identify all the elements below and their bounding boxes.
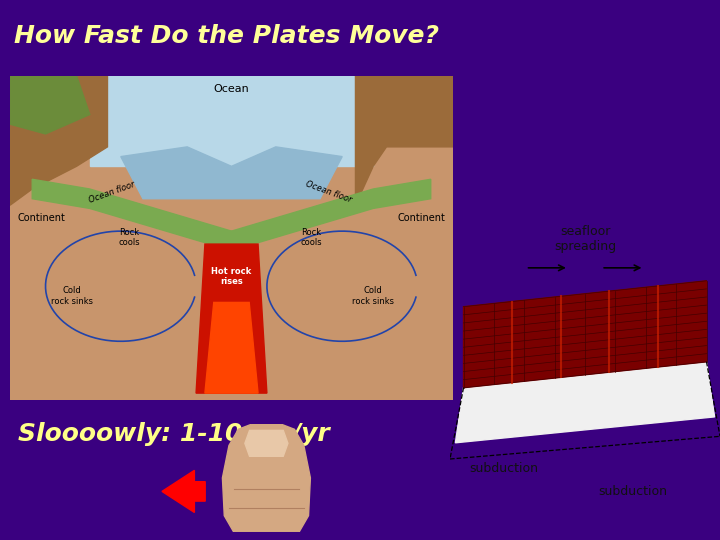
Polygon shape (121, 147, 342, 199)
Text: Ocean floor: Ocean floor (305, 180, 354, 205)
Polygon shape (205, 302, 258, 393)
Text: subduction: subduction (598, 485, 667, 498)
Polygon shape (356, 76, 453, 205)
Text: Continent: Continent (17, 213, 65, 223)
Text: Cold
rock sinks: Cold rock sinks (352, 286, 394, 306)
Polygon shape (90, 76, 373, 166)
Polygon shape (196, 244, 267, 393)
Polygon shape (10, 76, 107, 205)
Text: How Fast Do the Plates Move?: How Fast Do the Plates Move? (14, 24, 439, 48)
Text: subduction: subduction (469, 462, 538, 475)
Polygon shape (245, 430, 288, 456)
Text: Cold
rock sinks: Cold rock sinks (51, 286, 93, 306)
Text: Sloooowly: 1-10 cm/yr: Sloooowly: 1-10 cm/yr (18, 422, 330, 446)
Text: seafloor
spreading: seafloor spreading (554, 225, 616, 253)
FancyArrow shape (162, 470, 205, 512)
Text: Ocean floor: Ocean floor (88, 180, 136, 205)
Polygon shape (32, 179, 232, 251)
Polygon shape (464, 281, 706, 388)
Text: Hot rock
rises: Hot rock rises (212, 267, 251, 286)
Text: Continent: Continent (398, 213, 446, 223)
Polygon shape (455, 362, 714, 443)
Polygon shape (10, 76, 90, 134)
Text: Ocean: Ocean (214, 84, 249, 93)
Polygon shape (222, 424, 310, 532)
Text: Rock
cools: Rock cools (300, 228, 322, 247)
Polygon shape (232, 179, 431, 251)
Text: Rock
cools: Rock cools (119, 228, 140, 247)
